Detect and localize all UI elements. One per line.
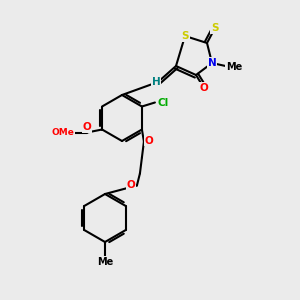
Text: Me: Me xyxy=(226,62,242,72)
Text: S: S xyxy=(181,31,189,41)
Text: S: S xyxy=(211,23,219,33)
Text: Cl: Cl xyxy=(157,98,169,107)
Text: O: O xyxy=(145,136,153,146)
Text: H: H xyxy=(152,77,160,87)
Text: OMe: OMe xyxy=(52,128,74,137)
Text: Me: Me xyxy=(97,257,113,267)
Text: O: O xyxy=(127,181,135,190)
Text: O: O xyxy=(200,83,208,93)
Text: N: N xyxy=(208,58,216,68)
Text: O: O xyxy=(83,122,92,133)
